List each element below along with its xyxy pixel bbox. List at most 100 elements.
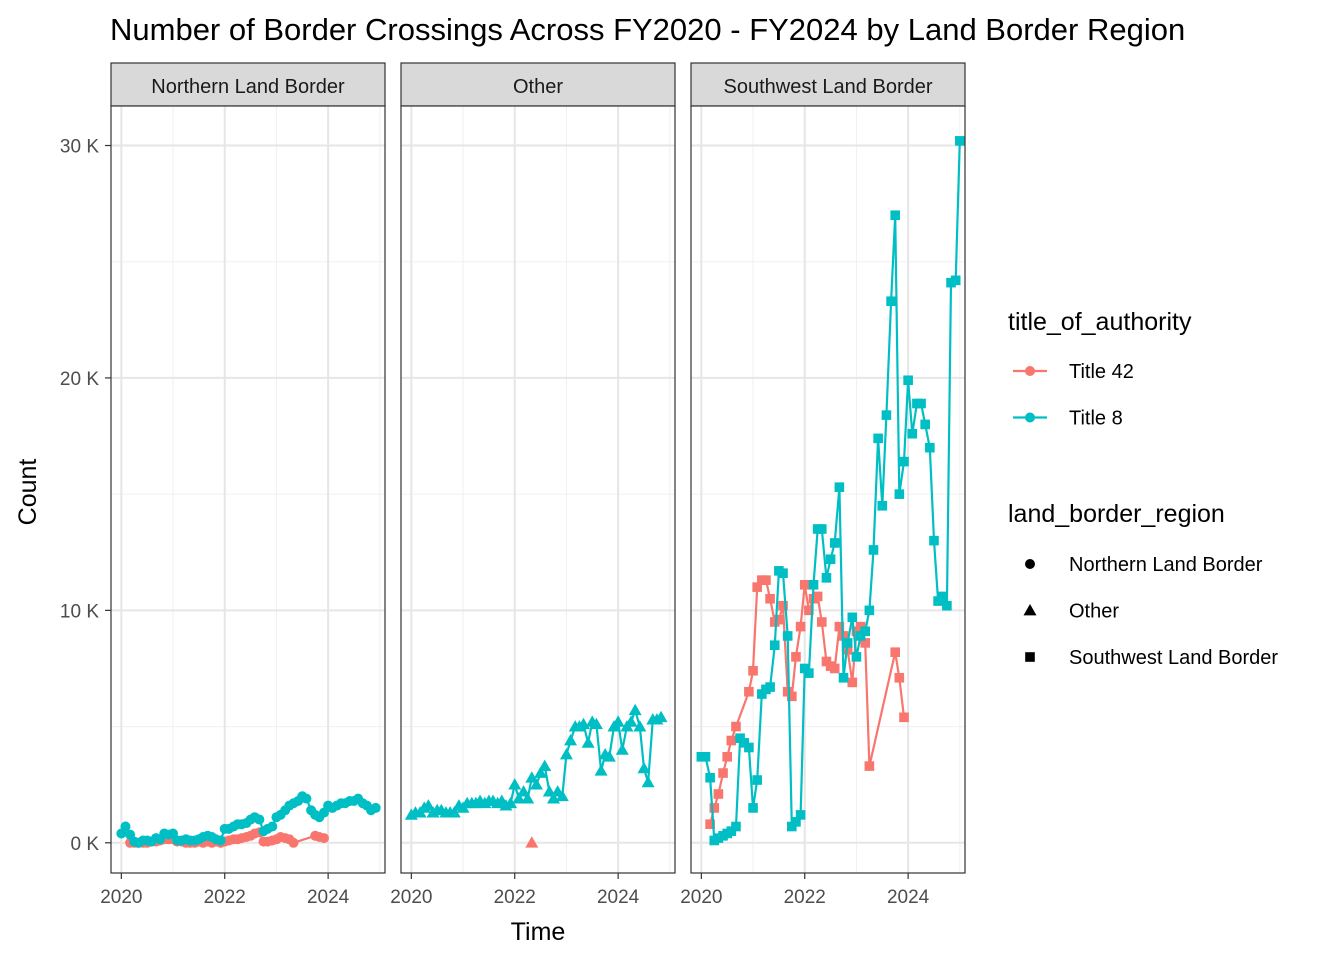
- facet-strip-label: Northern Land Border: [151, 76, 345, 98]
- legend-label: Title 8: [1069, 408, 1123, 430]
- data-point: [929, 535, 939, 546]
- data-point: [890, 647, 901, 657]
- x-tick-label: 2024: [307, 887, 350, 908]
- series-title-42: [525, 836, 539, 848]
- facet-panel: Other 2020 2022 2024: [390, 62, 676, 908]
- legend-title: title_of_authority: [1008, 308, 1192, 336]
- data-point: [512, 792, 526, 804]
- data-point: [955, 136, 965, 146]
- data-point: [860, 626, 871, 637]
- x-tick-label: 2022: [784, 887, 826, 908]
- data-point: [508, 778, 522, 790]
- panel-background: [401, 106, 675, 873]
- data-point: [529, 778, 543, 790]
- data-point: [804, 605, 814, 616]
- data-point: [288, 837, 299, 848]
- data-point: [525, 836, 539, 848]
- data-point: [834, 621, 845, 632]
- data-point: [864, 761, 875, 771]
- data-point: [447, 806, 461, 818]
- data-point: [825, 554, 836, 565]
- data-point: [799, 579, 810, 590]
- data-point: [847, 612, 858, 623]
- data-point: [886, 296, 896, 307]
- data-point: [744, 742, 754, 753]
- data-point: [925, 442, 935, 453]
- data-point: [722, 751, 732, 762]
- data-point: [705, 819, 715, 829]
- legend-key-square: [1025, 652, 1035, 662]
- x-tick-label: 2020: [100, 887, 142, 908]
- data-point: [778, 600, 788, 611]
- data-point: [942, 600, 952, 611]
- data-point: [899, 456, 909, 467]
- data-point: [318, 833, 329, 844]
- data-point: [748, 665, 758, 676]
- legend-key-point: [1025, 366, 1035, 376]
- data-point: [881, 410, 892, 420]
- data-point: [829, 538, 840, 548]
- data-point: [774, 614, 784, 625]
- facet-strip: [690, 62, 966, 107]
- legend-label: Southwest Land Border: [1069, 647, 1278, 669]
- data-point: [812, 591, 823, 602]
- data-point: [769, 640, 780, 651]
- legend-item: Other: [1023, 601, 1119, 623]
- x-tick-label: 2024: [887, 887, 930, 908]
- data-point: [301, 793, 312, 804]
- y-tick-label: 20 K: [60, 369, 99, 390]
- data-point: [641, 775, 655, 788]
- data-point: [899, 712, 909, 723]
- facet-panel: Southwest Land Border 2020 2022 2024: [680, 62, 966, 908]
- x-axis-title: Time: [511, 918, 566, 946]
- data-point: [504, 796, 518, 809]
- legend-label: Other: [1069, 601, 1119, 623]
- data-point: [752, 775, 762, 785]
- data-point: [890, 210, 901, 221]
- data-point: [778, 568, 788, 578]
- data-point: [559, 747, 573, 760]
- series-title-8: [404, 703, 668, 820]
- data-point: [907, 428, 918, 439]
- facet-strip: [400, 62, 676, 107]
- data-point: [761, 575, 771, 585]
- data-point: [765, 593, 775, 604]
- data-point: [611, 715, 625, 727]
- data-point: [633, 720, 647, 732]
- data-point: [916, 398, 926, 409]
- data-point: [752, 582, 762, 592]
- data-point: [581, 736, 595, 748]
- panel-background: [691, 106, 965, 873]
- x-tick-label: 2022: [494, 887, 536, 908]
- data-point: [700, 751, 711, 762]
- x-tick-label: 2020: [680, 887, 722, 908]
- data-point: [215, 835, 226, 846]
- y-tick-label: 0 K: [70, 834, 99, 855]
- data-point: [120, 821, 131, 832]
- data-point: [267, 821, 278, 832]
- series-title-8: [696, 136, 965, 846]
- data-point: [834, 482, 845, 492]
- data-point: [920, 419, 930, 430]
- chart-title: Number of Border Crossings Across FY2020…: [110, 12, 1185, 47]
- x-tick-label: 2024: [597, 887, 640, 908]
- data-point: [615, 743, 629, 755]
- legend-label: Northern Land Border: [1069, 554, 1263, 576]
- data-point: [937, 591, 948, 602]
- data-point: [787, 691, 797, 702]
- data-point: [847, 677, 858, 688]
- data-point: [903, 375, 913, 386]
- legend-title-of-authority: title_of_authority Title 42 Title 8: [1008, 308, 1192, 430]
- data-point: [705, 772, 715, 783]
- data-point: [254, 814, 265, 825]
- data-point: [555, 789, 569, 802]
- data-point: [731, 821, 741, 832]
- data-point: [873, 433, 883, 444]
- legend-key-circle: [1025, 559, 1035, 569]
- y-tick-label: 10 K: [60, 601, 99, 622]
- data-point: [654, 710, 668, 723]
- data-point: [795, 621, 806, 632]
- facet-panel: Northern Land Border 2020 2022 2024 0 K 10 K 2…: [60, 62, 386, 908]
